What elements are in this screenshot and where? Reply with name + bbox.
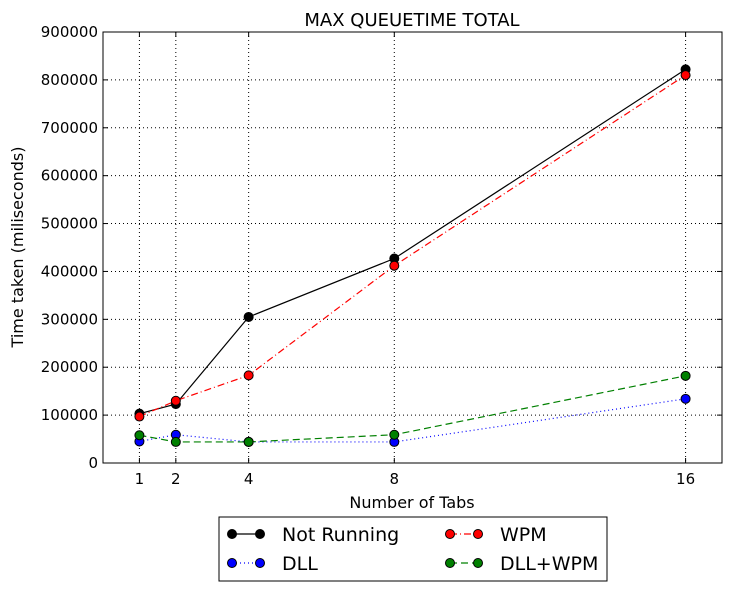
chart-title: MAX QUEUETIME TOTAL [304,10,519,31]
axis-ticks: 0 100000 200000 300000 400000 500000 600000 700… [41,23,722,488]
data-point [389,429,400,440]
legend-label: WPM [500,524,547,546]
series-dll [134,393,691,447]
legend-label: DLL+WPM [500,553,598,575]
legend-marker [255,529,265,539]
data-point [680,393,691,404]
y-tick-label: 0 [88,454,98,472]
y-tick-label: 400000 [41,262,98,280]
x-axis-title: Number of Tabs [349,493,474,512]
y-tick-label: 500000 [41,215,98,233]
y-tick-label: 700000 [41,119,98,137]
legend-box [218,516,608,582]
y-tick-label: 800000 [41,71,98,89]
data-point [389,260,400,271]
series-dll-wpm [134,370,691,447]
x-tick-label: 16 [676,470,695,488]
series-line [139,74,686,418]
data-point [680,370,691,381]
legend-marker [227,529,237,539]
legend-item: DLL+WPM [445,553,598,575]
grid-lines [103,32,722,463]
data-point [243,436,254,447]
data-point [170,395,181,406]
series-line [139,68,686,415]
y-tick-label: 100000 [41,406,98,424]
y-tick-label: 300000 [41,310,98,328]
data-point [243,370,254,381]
legend-marker [445,558,455,568]
legend-item: WPM [445,524,547,546]
legend-item: DLL [227,553,318,575]
data-point [170,436,181,447]
legend-label: Not Running [282,524,399,546]
y-tick-label: 600000 [41,167,98,185]
legend-item: Not Running [227,524,399,546]
legend: Not Running DLL WPM DLL+WPM [218,516,608,582]
x-tick-label: 1 [135,470,145,488]
x-tick-label: 2 [171,470,181,488]
legend-label: DLL [282,553,318,575]
series-line [139,398,686,443]
data-point [134,411,145,422]
y-tick-label: 200000 [41,358,98,376]
legend-marker [473,558,483,568]
series-not-running [134,64,691,419]
legend-marker [227,558,237,568]
data-point [680,70,691,81]
data-point [243,311,254,322]
y-axis-title: Time taken (miliseconds) [8,147,27,349]
series-line [139,375,686,443]
y-tick-label: 900000 [41,23,98,41]
legend-marker [473,529,483,539]
series-wpm [134,70,691,422]
plot-frame [102,31,723,464]
x-tick-label: 8 [390,470,400,488]
legend-marker [255,558,265,568]
x-tick-label: 4 [244,470,254,488]
series-layer [134,64,691,447]
legend-marker [445,529,455,539]
data-point [134,430,145,441]
